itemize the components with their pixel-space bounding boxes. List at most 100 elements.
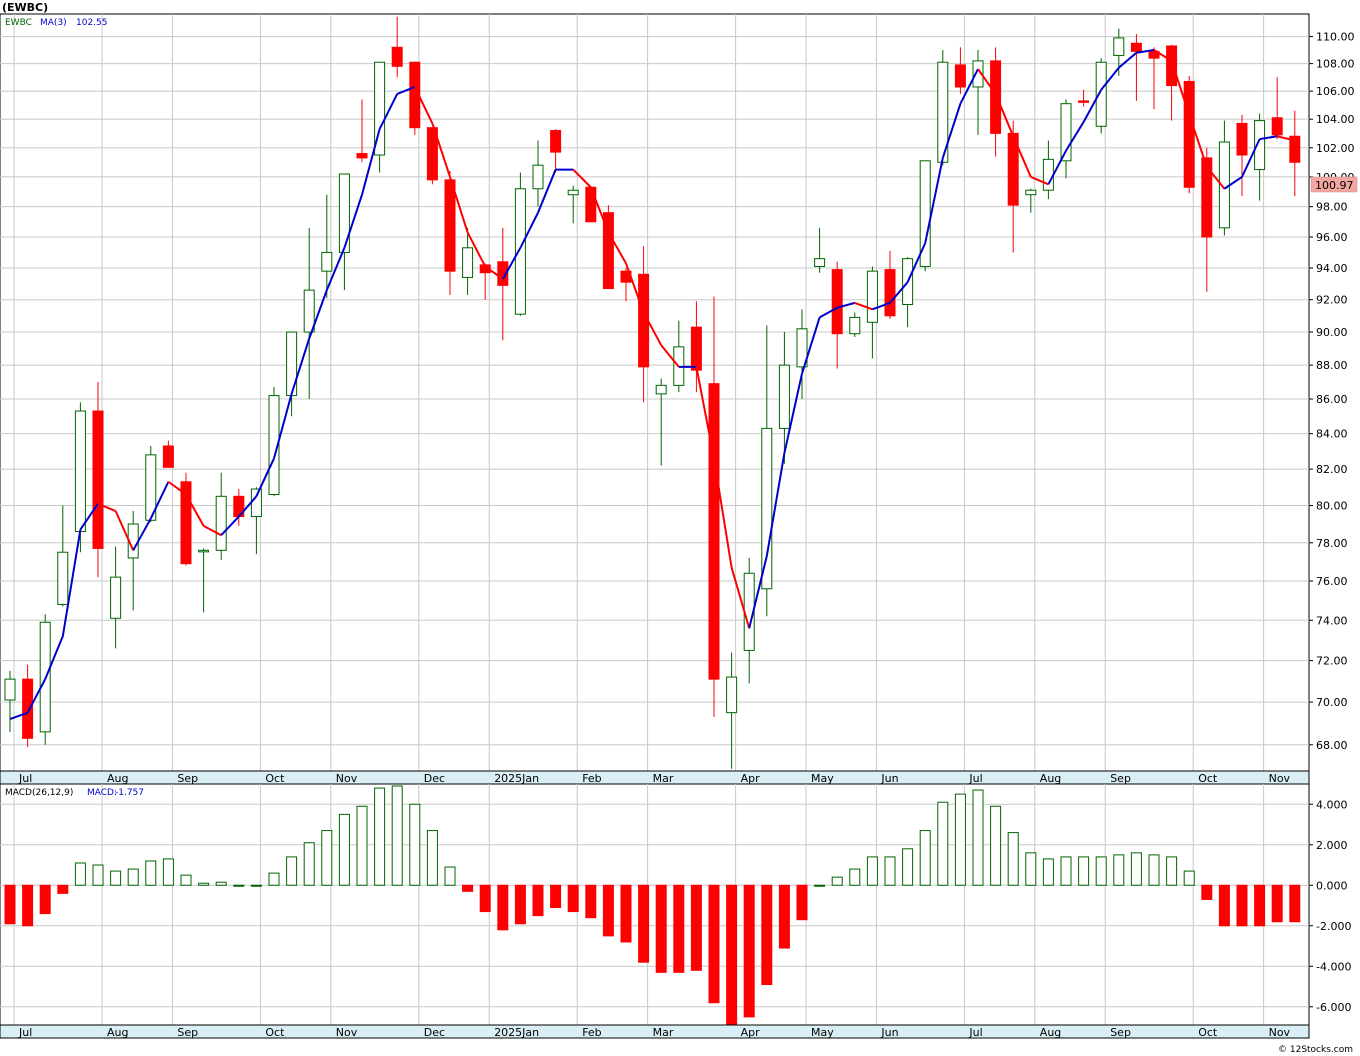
ma3-segment <box>695 366 715 459</box>
candle <box>532 140 544 207</box>
ma3-segment <box>1100 67 1120 91</box>
candle-body <box>162 445 174 468</box>
candle-body <box>92 410 104 549</box>
macd-bar <box>831 876 843 886</box>
ma3-segment <box>1030 175 1049 186</box>
candle <box>426 127 438 185</box>
price-tick-label: 92.00 <box>1316 294 1348 307</box>
candle-body <box>778 364 790 429</box>
price-tick-label: 80.00 <box>1316 499 1348 512</box>
macd-bar <box>338 813 350 886</box>
macd-tick-label: -6.000 <box>1316 1001 1351 1014</box>
candle-body <box>884 269 896 317</box>
macd-bar <box>726 884 738 1026</box>
price-x-tick-label: Mar <box>653 772 674 785</box>
candle <box>1130 33 1142 101</box>
macd-bar <box>92 864 104 886</box>
macd-bar <box>215 881 227 886</box>
macd-x-tick-label: Oct <box>1198 1026 1218 1039</box>
candle-body <box>1025 189 1037 196</box>
ma3-segment <box>941 103 962 159</box>
ma3-segment <box>889 281 909 304</box>
macd-bar <box>391 785 403 886</box>
macd-bar <box>866 856 878 886</box>
ma3-segment <box>765 452 786 557</box>
candle <box>110 546 122 649</box>
candle-body <box>1007 132 1019 206</box>
legend-macd-value: -1.757 <box>115 788 144 798</box>
candle-body <box>690 326 702 371</box>
price-tick-label: 94.00 <box>1316 262 1348 275</box>
macd-tick-label: 0.000 <box>1316 879 1348 892</box>
ma3-segment <box>238 495 258 518</box>
candle-body <box>303 289 315 333</box>
ma3-segment <box>273 393 293 459</box>
macd-bar <box>778 884 790 949</box>
ma3-segment <box>1118 51 1138 69</box>
candle <box>655 378 667 466</box>
price-x-tick-label: May <box>811 772 834 785</box>
candle-body <box>1060 103 1072 162</box>
macd-bar <box>444 866 456 886</box>
price-x-tick-label: Sep <box>1110 772 1131 785</box>
candle <box>391 16 403 78</box>
macd-bar <box>902 848 914 886</box>
candle-body <box>1254 120 1266 171</box>
candle <box>409 61 421 135</box>
price-x-tick-label: Aug <box>107 772 128 785</box>
macd-bar <box>972 789 984 886</box>
ma3-segment <box>959 68 979 105</box>
candle-body <box>409 61 421 129</box>
candle <box>972 50 984 135</box>
macd-x-tick-label: Aug <box>107 1026 128 1039</box>
candle <box>1271 77 1283 140</box>
macd-bar <box>1289 884 1301 923</box>
macd-bar <box>919 830 931 886</box>
macd-bar <box>1271 884 1283 923</box>
ma3-segment <box>255 457 275 497</box>
macd-bar <box>567 884 579 913</box>
price-tick-label: 104.00 <box>1316 113 1355 126</box>
macd-x-tick-label: Dec <box>424 1026 445 1039</box>
macd-bar <box>374 787 386 886</box>
macd-bar <box>1218 884 1230 927</box>
macd-bar <box>1166 856 1178 886</box>
macd-bar <box>532 884 544 917</box>
ma3-segment <box>343 194 363 249</box>
candle-body <box>1078 100 1090 103</box>
candle-body <box>1183 80 1195 188</box>
price-tick-label: 98.00 <box>1316 201 1348 214</box>
candle <box>462 227 474 295</box>
ma3-segment <box>185 493 205 527</box>
candle-body <box>4 678 16 701</box>
ma3-segment <box>977 68 997 95</box>
candle <box>303 227 315 399</box>
macd-bar <box>462 884 474 892</box>
macd-bar <box>22 884 34 927</box>
candle-body <box>57 551 69 605</box>
price-x-tick-label: Jul <box>18 772 32 785</box>
macd-bar <box>1095 856 1107 886</box>
ma3-segment <box>361 128 381 195</box>
ma3-segment <box>660 344 680 368</box>
macd-bar <box>127 868 139 886</box>
candle <box>849 312 861 337</box>
price-tick-label: 78.00 <box>1316 537 1348 550</box>
macd-bar <box>1025 852 1037 886</box>
chart-title: (EWBC) <box>2 1 48 14</box>
candle-body <box>215 495 227 551</box>
candle <box>796 309 808 399</box>
ma3-segment <box>819 306 838 319</box>
ma3-segment <box>783 373 803 454</box>
candle <box>22 664 34 747</box>
candle-body <box>1113 37 1125 56</box>
ma3-segment <box>572 168 592 188</box>
ma3-segment <box>413 86 434 124</box>
macd-bar <box>550 884 562 909</box>
macd-bar <box>620 884 632 943</box>
macd-bar <box>743 884 755 1018</box>
candle <box>1095 58 1107 134</box>
candle-body <box>655 384 667 395</box>
legend-ma-label: MA(3) <box>40 18 67 28</box>
